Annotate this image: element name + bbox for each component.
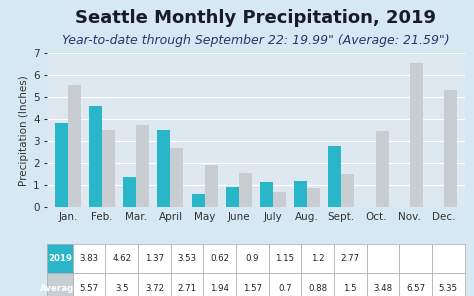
Bar: [260, 182, 273, 207]
Bar: [68, 85, 81, 207]
Bar: [55, 123, 68, 207]
Bar: [239, 173, 252, 207]
Bar: [89, 106, 102, 207]
Bar: [444, 90, 457, 207]
Bar: [307, 188, 320, 207]
Bar: [191, 194, 205, 207]
Bar: [375, 131, 389, 207]
Bar: [205, 165, 218, 207]
Bar: [328, 146, 341, 207]
Y-axis label: Precipitation (Inches): Precipitation (Inches): [19, 75, 29, 186]
Bar: [294, 181, 307, 207]
Bar: [137, 126, 149, 207]
Bar: [226, 187, 239, 207]
Bar: [171, 148, 183, 207]
Bar: [341, 174, 355, 207]
Bar: [102, 130, 115, 207]
Text: Year-to-date through September 22: 19.99" (Average: 21.59"): Year-to-date through September 22: 19.99…: [62, 34, 450, 47]
Bar: [273, 192, 286, 207]
Bar: [410, 63, 423, 207]
Text: Seattle Monthly Precipitation, 2019: Seattle Monthly Precipitation, 2019: [75, 9, 437, 27]
Bar: [157, 130, 171, 207]
Bar: [123, 177, 137, 207]
